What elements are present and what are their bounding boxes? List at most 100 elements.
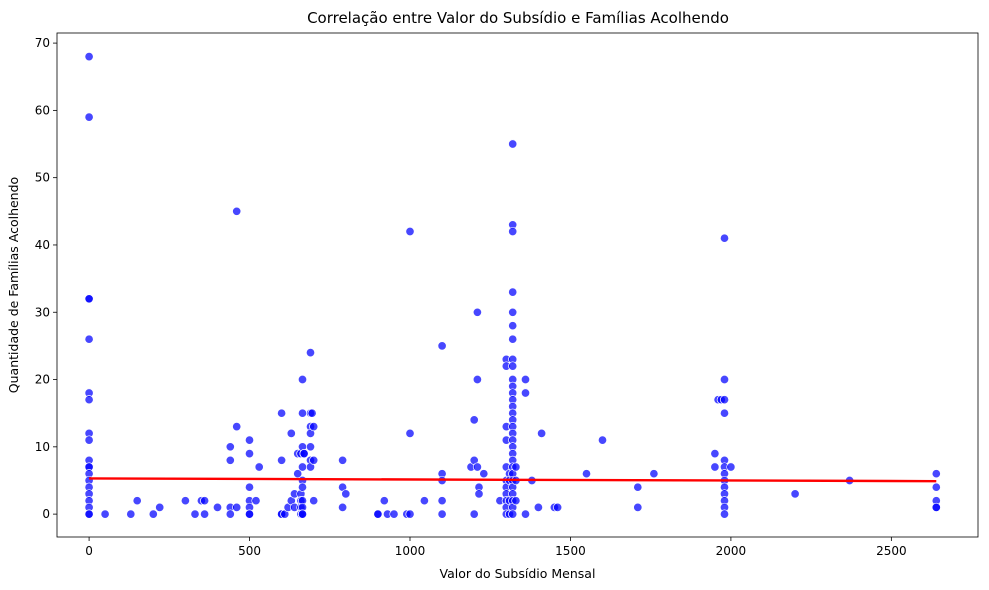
data-point — [508, 321, 518, 331]
x-tick-label: 1500 — [555, 544, 586, 558]
chart-title: Correlação entre Valor do Subsídio e Fam… — [307, 9, 729, 27]
trend-layer — [89, 477, 937, 483]
data-point — [469, 415, 479, 425]
data-point — [299, 449, 309, 459]
data-point — [232, 422, 242, 432]
data-point — [508, 361, 518, 371]
y-axis: 0 10 20 30 40 50 60 70 — [35, 36, 57, 521]
data-point — [405, 509, 415, 519]
data-point — [309, 422, 319, 432]
y-tick-label: 70 — [35, 36, 50, 50]
y-tick-label: 60 — [35, 103, 50, 117]
plot-frame — [56, 32, 979, 538]
data-point — [511, 462, 521, 472]
data-point — [309, 455, 319, 465]
data-point — [305, 348, 316, 358]
data-point — [244, 482, 255, 492]
data-point — [479, 469, 489, 479]
data-point — [790, 489, 800, 499]
data-point — [277, 408, 287, 418]
data-point — [338, 502, 348, 512]
data-point — [581, 469, 592, 479]
data-point — [719, 233, 730, 243]
data-point — [508, 307, 518, 317]
data-point — [84, 435, 94, 445]
data-point — [286, 428, 296, 438]
data-point — [537, 428, 547, 438]
data-point — [84, 52, 94, 62]
y-axis-label: Quantidade de Famílias Acolhendo — [6, 177, 21, 393]
data-point — [309, 496, 319, 506]
data-point — [931, 502, 941, 512]
data-point — [341, 489, 351, 499]
data-point — [508, 139, 518, 149]
data-point — [244, 509, 255, 519]
x-axis: 0 500 1000 1500 2000 2500 — [85, 537, 907, 558]
data-point — [232, 206, 242, 216]
x-tick-label: 2000 — [716, 544, 747, 558]
y-tick-label: 10 — [35, 440, 50, 454]
data-point — [180, 496, 190, 506]
data-point — [84, 509, 94, 519]
y-tick-label: 20 — [35, 373, 50, 387]
data-point — [297, 482, 308, 492]
data-point — [254, 462, 264, 472]
data-point — [307, 408, 317, 418]
data-point — [719, 374, 730, 385]
data-point — [472, 462, 482, 472]
data-point — [710, 449, 720, 459]
data-point — [200, 496, 210, 506]
data-point — [931, 469, 941, 479]
data-point — [719, 408, 730, 418]
data-point — [533, 502, 543, 512]
data-point — [520, 509, 531, 519]
trend-line — [89, 477, 937, 483]
data-point — [225, 455, 235, 465]
data-point — [84, 294, 94, 304]
data-point — [305, 442, 316, 452]
data-point — [474, 489, 484, 499]
data-point — [84, 334, 94, 344]
data-point — [293, 469, 303, 479]
data-point — [508, 509, 518, 519]
data-point — [277, 455, 287, 465]
data-point — [472, 307, 482, 317]
data-point — [251, 496, 261, 506]
data-point — [710, 462, 720, 472]
data-point — [437, 341, 447, 351]
data-point — [225, 509, 235, 519]
data-point — [419, 496, 429, 506]
x-tick-label: 500 — [238, 544, 261, 558]
data-point — [508, 287, 518, 297]
data-point — [297, 408, 308, 418]
data-point — [84, 395, 94, 405]
data-point — [469, 509, 479, 519]
x-tick-label: 2500 — [876, 544, 907, 558]
x-tick-label: 0 — [85, 544, 93, 558]
data-point — [379, 496, 389, 506]
data-point — [437, 509, 447, 519]
data-point — [126, 509, 136, 519]
x-axis-label: Valor do Subsídio Mensal — [440, 566, 596, 581]
data-point — [405, 226, 415, 237]
data-point — [726, 462, 736, 472]
y-tick-label: 0 — [42, 507, 50, 521]
data-point — [338, 455, 348, 465]
data-point — [232, 502, 242, 512]
data-point — [244, 449, 255, 459]
data-point — [297, 509, 308, 519]
data-point — [405, 428, 415, 438]
data-point — [597, 435, 608, 445]
data-point — [212, 502, 223, 512]
data-point — [84, 112, 94, 122]
data-point — [508, 334, 518, 344]
data-point — [633, 502, 643, 512]
data-point — [511, 496, 521, 506]
data-point — [553, 502, 563, 512]
data-point — [520, 374, 531, 385]
data-point — [389, 509, 399, 519]
y-tick-label: 30 — [35, 305, 50, 319]
data-point — [373, 509, 383, 519]
y-tick-label: 40 — [35, 238, 50, 252]
